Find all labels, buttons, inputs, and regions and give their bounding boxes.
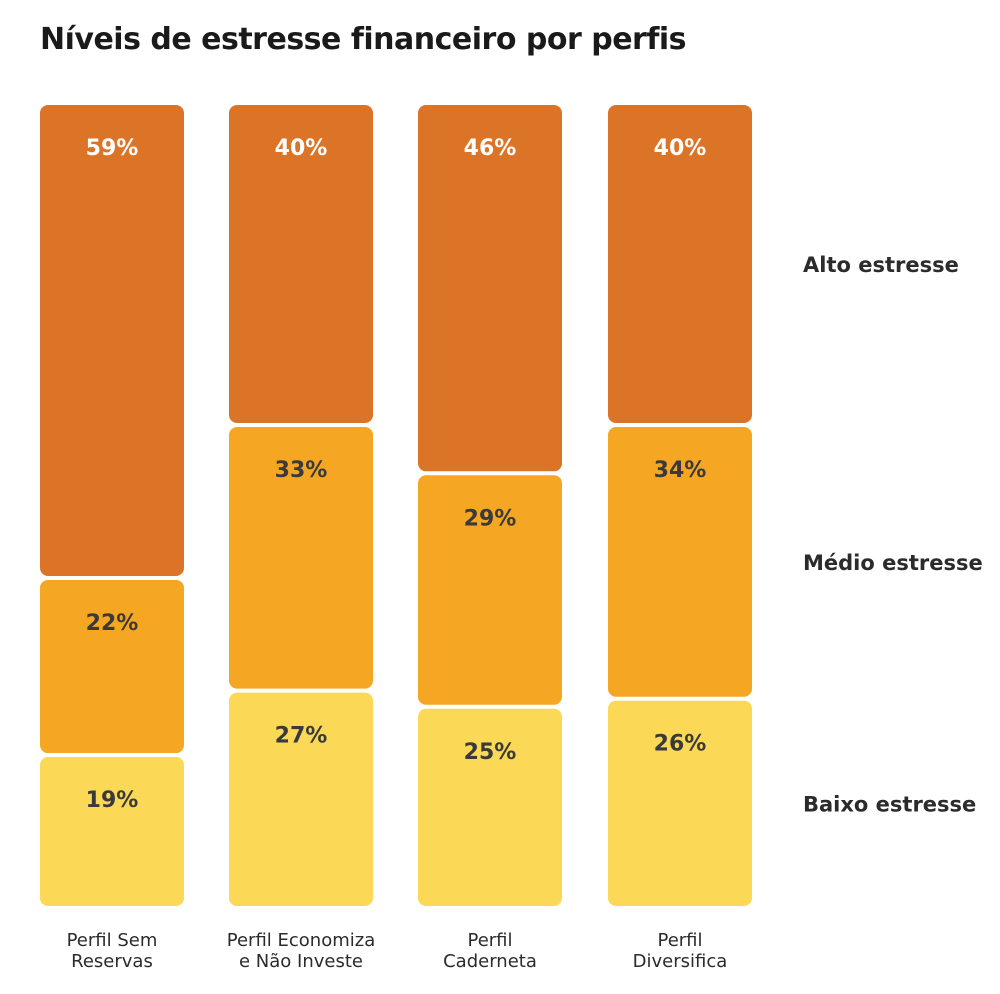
chart-title: Níveis de estresse financeiro por perfis	[40, 22, 687, 57]
data-label-medio: 22%	[86, 611, 139, 636]
bar-segment-alto	[608, 105, 752, 423]
category-label: Caderneta	[443, 951, 537, 972]
data-label-baixo: 27%	[275, 724, 328, 749]
data-label-medio: 33%	[275, 458, 328, 483]
bar-segment-medio	[418, 475, 562, 705]
data-label-alto: 40%	[654, 136, 707, 161]
bar-segment-alto	[418, 105, 562, 472]
category-label: Perfil	[467, 930, 512, 951]
legend-label-alto: Alto estresse	[803, 253, 959, 277]
bar-segment-baixo	[608, 700, 752, 906]
bar-segment-baixo	[229, 692, 373, 906]
data-label-alto: 46%	[464, 136, 517, 161]
category-label: Diversifica	[633, 951, 728, 972]
data-label-baixo: 25%	[464, 740, 517, 765]
legend-label-baixo: Baixo estresse	[803, 792, 976, 816]
data-label-baixo: 26%	[654, 732, 707, 757]
bar-segment-baixo	[418, 708, 562, 906]
bar-segment-medio	[229, 427, 373, 689]
bar-segment-medio	[608, 427, 752, 697]
category-label: Perfil	[657, 930, 702, 951]
data-label-alto: 59%	[86, 136, 139, 161]
category-label: Perfil Economiza	[227, 930, 375, 951]
bar-segment-baixo	[40, 757, 184, 906]
bar-segment-alto	[229, 105, 373, 423]
data-label-medio: 34%	[654, 458, 707, 483]
data-label-baixo: 19%	[86, 788, 139, 813]
category-label: Perfil Sem	[67, 930, 158, 951]
data-label-alto: 40%	[275, 136, 328, 161]
legend-label-medio: Médio estresse	[803, 551, 983, 575]
category-label: e Não Investe	[239, 951, 363, 972]
data-label-medio: 29%	[464, 506, 517, 531]
bar-segment-medio	[40, 579, 184, 754]
bar-segment-alto	[40, 105, 184, 576]
category-label: Reservas	[71, 951, 153, 972]
